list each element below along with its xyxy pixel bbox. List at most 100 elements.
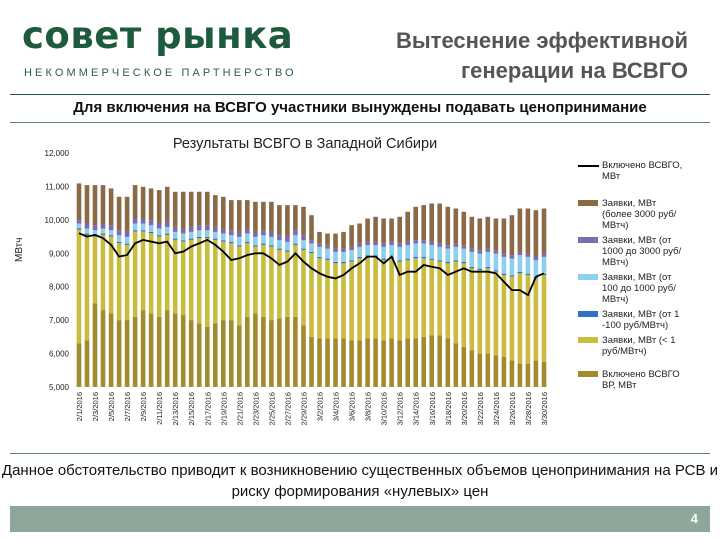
bar-segment-1-100 bbox=[229, 241, 234, 244]
bar-segment-1-100 bbox=[140, 230, 146, 232]
x-tick-label: 2/19/2016 bbox=[219, 392, 228, 425]
bar-segment-1-100 bbox=[116, 241, 122, 244]
y-tick-label: 9,000 bbox=[49, 249, 70, 258]
bar-segment-1000-3000 bbox=[317, 243, 322, 247]
bar-segment-1-100 bbox=[437, 260, 442, 262]
bar-segment-100-1000 bbox=[493, 253, 499, 271]
bar-segment-1-100 bbox=[156, 235, 162, 237]
bar-segment-vr bbox=[261, 316, 266, 387]
bar-segment-3000plus bbox=[269, 201, 274, 232]
bar-segment-lt1 bbox=[309, 253, 314, 337]
bar-segment-100-1000 bbox=[196, 230, 202, 237]
bar-segment-1-100 bbox=[132, 230, 138, 232]
bar-segment-1000-3000 bbox=[76, 220, 82, 224]
bar-segment-lt1 bbox=[341, 263, 346, 339]
bar-segment-3000plus bbox=[341, 231, 346, 249]
bar-segment-1-100 bbox=[188, 238, 194, 240]
bar-segment-1000-3000 bbox=[501, 253, 507, 257]
bar-segment-3000plus bbox=[477, 218, 483, 251]
bar-segment-1-100 bbox=[397, 260, 402, 262]
y-tick-label: 8,000 bbox=[49, 283, 70, 292]
bar-segment-lt1 bbox=[132, 231, 138, 317]
bar-segment-1000-3000 bbox=[132, 218, 138, 224]
bar-segment-vr bbox=[365, 338, 370, 387]
bar-segment-1000-3000 bbox=[156, 223, 162, 229]
bar-segment-1-100 bbox=[493, 270, 499, 272]
legend-item: Включено ВСВГО ВР, МВт bbox=[578, 369, 686, 391]
bar-segment-1000-3000 bbox=[261, 230, 266, 236]
x-tick-label: 2/23/2016 bbox=[251, 392, 260, 425]
legend-swatch bbox=[578, 237, 598, 243]
bar-segment-lt1 bbox=[509, 276, 515, 361]
bar-segment-1000-3000 bbox=[509, 255, 515, 259]
logo-tagline: НЕКОММЕРЧЕСКОЕ ПАРТНЕРСТВО bbox=[24, 67, 297, 79]
bar-segment-100-1000 bbox=[253, 236, 258, 246]
bar-segment-lt1 bbox=[437, 261, 442, 336]
bar-segment-1-100 bbox=[164, 233, 170, 235]
bar-segment-100-1000 bbox=[172, 231, 178, 239]
y-tick-label: 10,000 bbox=[45, 216, 70, 225]
bar-segment-1-100 bbox=[509, 275, 515, 277]
bar-segment-lt1 bbox=[253, 246, 258, 314]
bar-segment-vr bbox=[92, 303, 98, 387]
bar-segment-3000plus bbox=[317, 231, 322, 244]
legend-label: Заявки, МВт (< 1 руб/МВтч) bbox=[602, 335, 676, 357]
bar-segment-100-1000 bbox=[485, 251, 491, 267]
bar-segment-lt1 bbox=[349, 261, 354, 341]
bar-segment-lt1 bbox=[357, 258, 362, 341]
x-tick-label: 2/17/2016 bbox=[203, 392, 212, 425]
bar-segment-3000plus bbox=[501, 218, 507, 254]
y-tick-label: 11,000 bbox=[45, 182, 69, 191]
bar-segment-100-1000 bbox=[405, 245, 410, 259]
bar-segment-100-1000 bbox=[164, 226, 170, 234]
bar-segment-vr bbox=[317, 338, 322, 387]
bar-segment-1000-3000 bbox=[92, 225, 98, 231]
bar-segment-1000-3000 bbox=[196, 225, 202, 231]
bar-segment-lt1 bbox=[92, 236, 98, 304]
bar-segment-100-1000 bbox=[301, 240, 306, 249]
bar-segment-lt1 bbox=[365, 256, 370, 339]
bar-segment-vr bbox=[405, 338, 410, 387]
bar-segment-3000plus bbox=[285, 205, 290, 237]
bar-segment-lt1 bbox=[148, 233, 154, 314]
bar-segment-vr bbox=[341, 338, 346, 387]
bar-segment-lt1 bbox=[477, 270, 483, 354]
bar-segment-3000plus bbox=[453, 208, 459, 244]
x-tick-label: 3/18/2016 bbox=[444, 392, 453, 425]
bar-segment-100-1000 bbox=[357, 246, 362, 257]
bar-segment-3000plus bbox=[405, 211, 410, 242]
bar-segment-1-100 bbox=[357, 257, 362, 259]
bar-segment-lt1 bbox=[525, 275, 531, 364]
bar-segment-100-1000 bbox=[349, 250, 354, 261]
bar-segment-1-100 bbox=[285, 250, 290, 252]
bar-segment-3000plus bbox=[461, 211, 467, 246]
bar-segment-lt1 bbox=[124, 244, 130, 321]
bar-segment-100-1000 bbox=[437, 246, 442, 261]
legend-line-swatch bbox=[578, 165, 599, 167]
bar-segment-3000plus bbox=[541, 208, 547, 254]
bar-segment-1-100 bbox=[381, 258, 386, 260]
bar-segment-1-100 bbox=[421, 257, 426, 259]
bar-segment-100-1000 bbox=[221, 233, 226, 241]
x-tick-label: 3/2/2016 bbox=[316, 392, 325, 421]
bar-segment-vr bbox=[100, 310, 106, 387]
bar-segment-vr bbox=[132, 316, 138, 387]
bar-segment-vr bbox=[124, 320, 130, 387]
bar-segment-1-100 bbox=[277, 248, 282, 250]
bar-segment-1-100 bbox=[245, 241, 250, 244]
x-tick-label: 3/28/2016 bbox=[524, 392, 533, 425]
bar-segment-vr bbox=[269, 320, 274, 387]
bar-segment-1000-3000 bbox=[108, 225, 114, 231]
bar-segment-1000-3000 bbox=[397, 243, 402, 247]
bar-segment-vr bbox=[477, 353, 483, 387]
bar-segment-lt1 bbox=[196, 238, 202, 324]
bar-segment-100-1000 bbox=[445, 248, 451, 262]
bar-segment-1000-3000 bbox=[148, 220, 154, 226]
bar-segment-1-100 bbox=[221, 240, 226, 242]
bar-segment-3000plus bbox=[333, 233, 338, 249]
bar-segment-1-100 bbox=[461, 262, 467, 264]
bar-segment-3000plus bbox=[245, 200, 250, 229]
bar-segment-3000plus bbox=[132, 185, 138, 219]
bar-segment-3000plus bbox=[172, 191, 178, 227]
bar-segment-100-1000 bbox=[237, 236, 242, 246]
